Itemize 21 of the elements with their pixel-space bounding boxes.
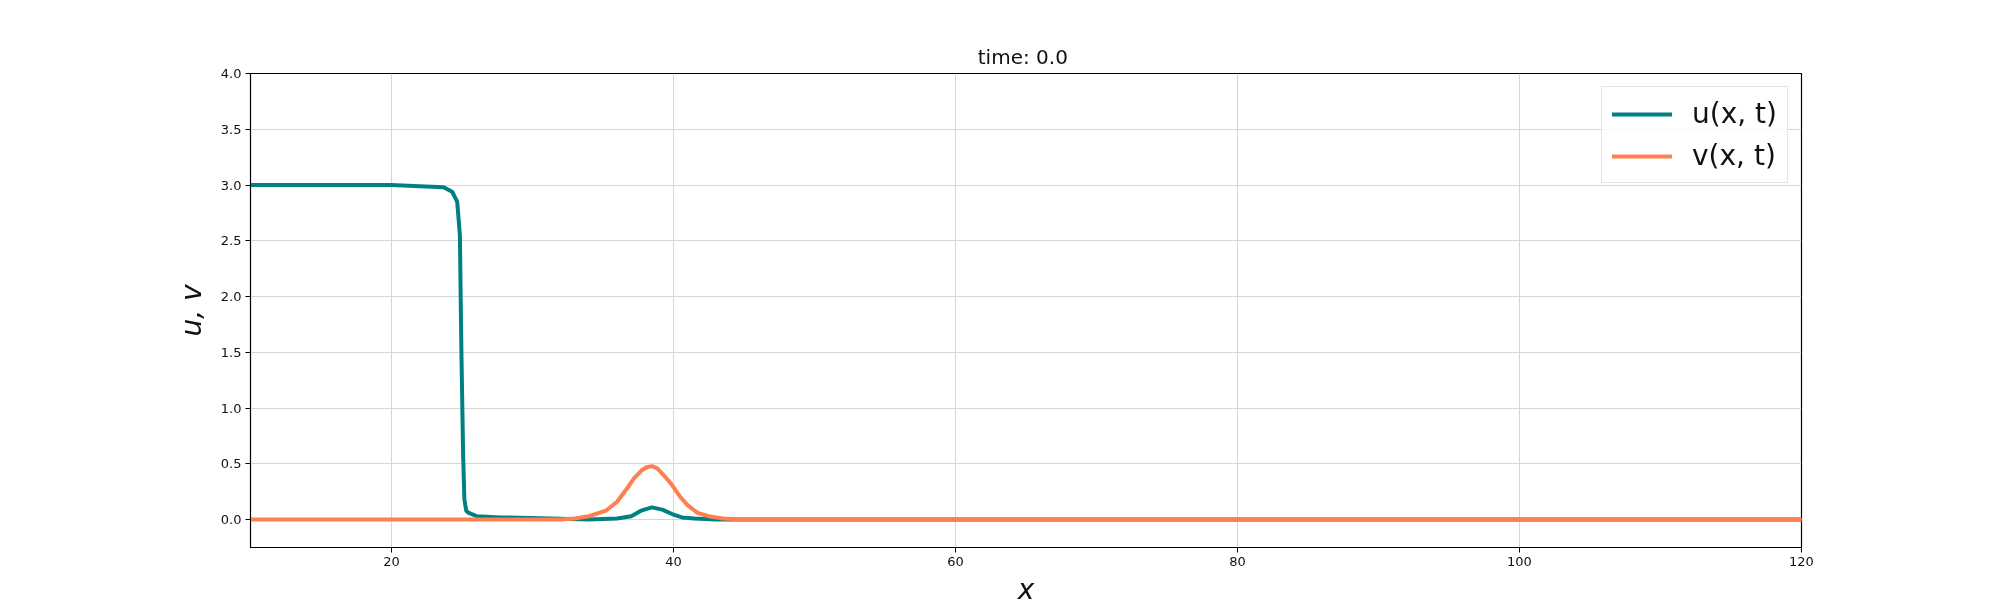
y-tick-label: 1.5 [220, 344, 242, 360]
y-tick-label: 1.0 [220, 400, 242, 416]
x-tick-label: 20 [383, 553, 400, 569]
x-tick-label: 60 [947, 553, 964, 569]
legend-label: u(x, t) [1692, 97, 1777, 130]
y-tick-label: 0.5 [220, 456, 242, 472]
y-axis-title: u, v [174, 284, 208, 337]
x-tick-label: 40 [665, 553, 682, 569]
y-tick-label: 3.0 [220, 177, 242, 193]
x-tick-label: 120 [1789, 553, 1814, 569]
y-tick-label: 3.5 [220, 121, 242, 137]
x-axis-title: x [1016, 572, 1035, 606]
x-tick-label: 100 [1507, 553, 1532, 569]
x-tick-label: 80 [1229, 553, 1246, 569]
y-tick-label: 2.0 [220, 289, 242, 305]
y-tick-label: 0.0 [220, 512, 242, 528]
chart-title: time: 0.0 [977, 44, 1068, 69]
y-tick-label: 4.0 [220, 66, 242, 81]
legend-label: v(x, t) [1692, 139, 1776, 172]
line-series [250, 464, 1802, 522]
y-tick-label: 2.5 [220, 233, 242, 249]
